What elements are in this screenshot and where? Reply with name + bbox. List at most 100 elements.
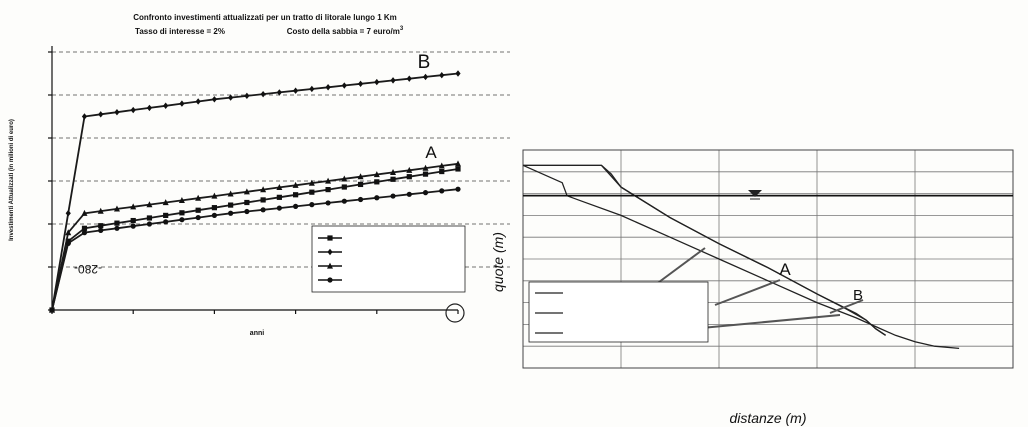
point-2-24 (438, 162, 445, 169)
profile-line-0 (522, 164, 960, 350)
point-2-17 (325, 177, 332, 184)
point-1-21 (390, 77, 396, 84)
point-3-20 (374, 195, 380, 201)
point-3-22 (406, 191, 412, 197)
point-3-14 (276, 205, 282, 211)
point-3-21 (390, 193, 396, 199)
point-1-20 (374, 78, 380, 86)
point-2-7 (162, 199, 169, 206)
point-0-14 (276, 194, 282, 200)
point-1-12 (244, 92, 250, 100)
curve-b-annotation: B (418, 52, 431, 73)
profile-chart-xlabel: distanze (m) (729, 410, 806, 426)
point-3-13 (260, 207, 266, 213)
point-1-22 (406, 75, 412, 82)
series-line-3 (51, 188, 459, 311)
point-0-9 (195, 207, 201, 213)
legend-marker-0 (327, 235, 333, 241)
point-0-23 (422, 171, 429, 177)
point-3-24 (439, 188, 445, 194)
point-2-19 (357, 173, 364, 180)
point-1-24 (439, 72, 445, 79)
investment-chart-subtitle-cost: Costo della sabbia = 7 euro/m3 (287, 26, 404, 36)
point-2-8 (178, 196, 185, 203)
point-0-10 (211, 205, 217, 211)
point-1-15 (293, 87, 299, 94)
point-2-16 (308, 179, 315, 186)
beach-profile-chart: quote (m) distanze (m) A B (490, 149, 1014, 426)
point-0-19 (357, 181, 364, 188)
point-1-19 (357, 80, 364, 88)
investment-chart-subtitle-rate: Tasso di interesse = 2% (135, 27, 225, 36)
plot-frame (522, 149, 1014, 369)
point-1-9 (195, 98, 201, 105)
point-0-24 (439, 168, 445, 175)
point-3-18 (341, 198, 347, 204)
point-1-4 (114, 109, 120, 116)
point-2-25 (455, 160, 461, 167)
arrow-a-2 (714, 279, 781, 306)
point-0-17 (325, 187, 331, 193)
point-0-18 (341, 184, 347, 190)
point-2-15 (292, 181, 299, 188)
point-1-3 (98, 111, 104, 118)
point-0-4 (114, 220, 120, 226)
point-2-20 (373, 171, 380, 178)
point-0-3 (98, 223, 104, 229)
profile-chart-ylabel: quote (m) (490, 232, 506, 292)
point-0-15 (293, 192, 299, 198)
point-3-4 (114, 225, 120, 231)
investment-chart-title: Confronto investimenti attualizzati per … (133, 13, 397, 22)
investment-chart-subtitle-cost-text: Costo della sabbia = 7 euro/m (287, 27, 400, 36)
investment-chart-legend (311, 225, 466, 293)
water-level-marker (748, 190, 762, 197)
point-0-22 (406, 174, 412, 180)
point-2-22 (406, 166, 413, 173)
point-0-21 (390, 176, 396, 182)
point-1-25 (455, 70, 461, 77)
point-3-9 (195, 214, 201, 221)
point-2-5 (130, 203, 137, 210)
investment-chart-subtitle-cost-exp: 3 (400, 26, 404, 32)
point-2-18 (341, 175, 348, 182)
point-2-9 (195, 194, 202, 201)
point-3-10 (211, 212, 217, 218)
point-0-5 (130, 217, 136, 224)
curve-a-annotation: A (425, 143, 437, 162)
point-1-18 (341, 82, 347, 89)
point-1-8 (179, 100, 185, 107)
point-0-20 (374, 179, 380, 185)
investment-chart: Confronto investimenti attualizzati per … (9, 13, 510, 337)
arrow-b-2 (829, 299, 864, 314)
series-line-2 (51, 162, 459, 311)
legend-marker-3 (327, 277, 333, 283)
investment-chart-ylabel: Investimenti Attualizzati (in milioni di… (9, 119, 15, 241)
point-1-17 (325, 84, 331, 91)
legend-marker-2 (327, 262, 333, 269)
profile-annotations: A B (654, 247, 864, 331)
point-2-1 (65, 229, 72, 236)
point-3-3 (98, 227, 104, 234)
point-0-25 (455, 166, 461, 172)
circled-tick-mark (445, 303, 465, 323)
series-line-0 (51, 168, 459, 311)
point-2-4 (113, 205, 120, 212)
point-3-25 (455, 186, 461, 192)
point-3-5 (130, 223, 136, 229)
point-1-5 (130, 106, 136, 114)
profile-chart-legend (528, 281, 709, 343)
point-3-15 (293, 203, 299, 209)
point-3-1 (65, 240, 71, 246)
point-3-16 (309, 202, 315, 208)
point-0-11 (228, 202, 234, 208)
investment-chart-xlabel: anni (250, 330, 264, 337)
profile-label-b: B (853, 287, 863, 304)
point-0-6 (146, 215, 153, 221)
point-3-6 (146, 221, 153, 227)
point-3-0 (49, 307, 55, 313)
point-2-10 (211, 192, 218, 199)
point-0-12 (244, 199, 250, 206)
point-2-2 (81, 209, 88, 216)
point-0-8 (179, 210, 185, 216)
handwritten-note: -280- (74, 262, 102, 276)
